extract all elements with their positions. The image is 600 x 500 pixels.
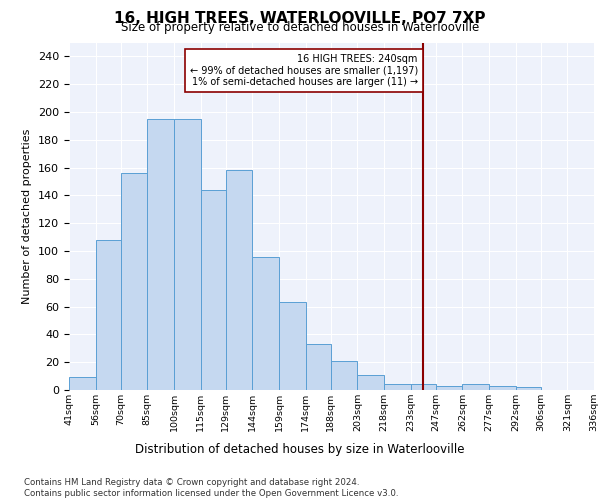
Text: 16, HIGH TREES, WATERLOOVILLE, PO7 7XP: 16, HIGH TREES, WATERLOOVILLE, PO7 7XP	[114, 11, 486, 26]
Bar	[331, 361, 358, 390]
Bar	[305, 344, 331, 390]
Bar	[463, 384, 489, 390]
Y-axis label: Number of detached properties: Number of detached properties	[22, 128, 32, 304]
Bar	[174, 119, 200, 390]
Bar	[69, 378, 95, 390]
Bar	[279, 302, 305, 390]
Bar	[384, 384, 410, 390]
Bar	[148, 119, 174, 390]
Bar	[358, 374, 384, 390]
Text: 16 HIGH TREES: 240sqm
← 99% of detached houses are smaller (1,197)
1% of semi-de: 16 HIGH TREES: 240sqm ← 99% of detached …	[190, 54, 418, 87]
Bar	[489, 386, 515, 390]
Text: Contains HM Land Registry data © Crown copyright and database right 2024.
Contai: Contains HM Land Registry data © Crown c…	[24, 478, 398, 498]
Bar	[95, 240, 121, 390]
Bar	[200, 190, 226, 390]
Text: Distribution of detached houses by size in Waterlooville: Distribution of detached houses by size …	[135, 442, 465, 456]
Bar	[253, 256, 279, 390]
Bar	[410, 384, 436, 390]
Bar	[121, 173, 148, 390]
Bar	[515, 387, 541, 390]
Bar	[436, 386, 463, 390]
Bar	[226, 170, 253, 390]
Text: Size of property relative to detached houses in Waterlooville: Size of property relative to detached ho…	[121, 21, 479, 34]
